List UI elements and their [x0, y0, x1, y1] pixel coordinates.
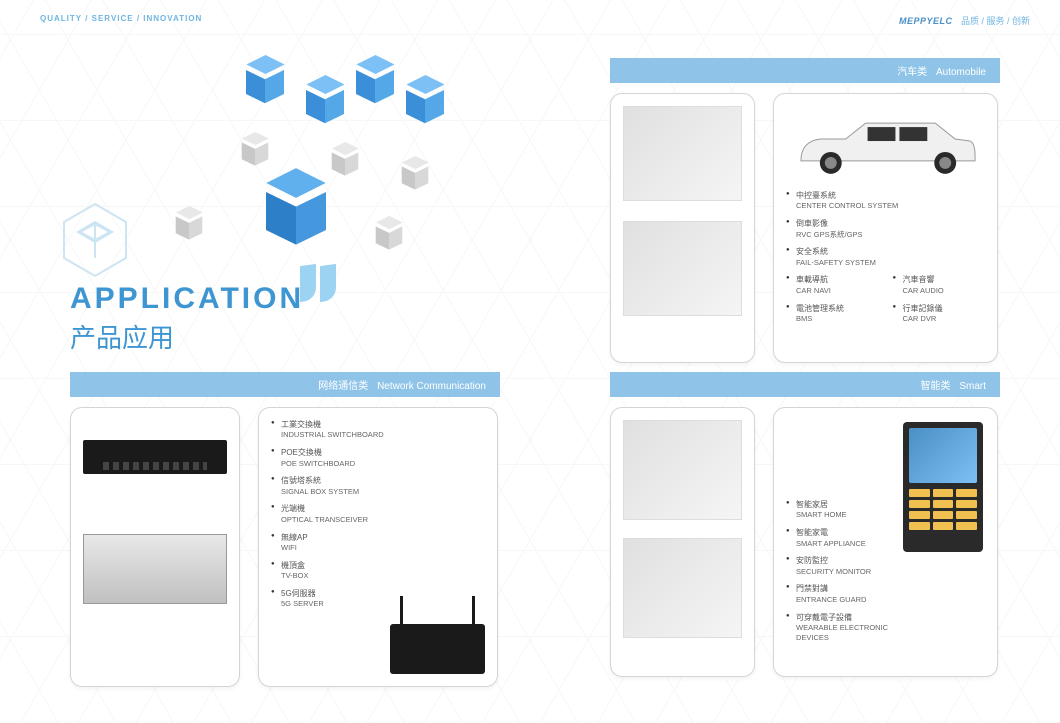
- list-item: 門禁對講ENTRANCE GUARD: [786, 584, 906, 604]
- network-list: 工業交換機INDUSTRIAL SWITCHBOARD POE交換機POE SWI…: [271, 420, 485, 609]
- brand-logo: MEPPYELC: [899, 16, 953, 26]
- smart-list: 智能家居SMART HOME 智能家電SMART APPLIANCE 安防監控SEC…: [786, 500, 906, 642]
- list-item: 工業交換機INDUSTRIAL SWITCHBOARD: [271, 420, 485, 440]
- network-list-card: 工業交換機INDUSTRIAL SWITCHBOARD POE交換機POE SWI…: [258, 407, 498, 687]
- server-image: [83, 534, 227, 604]
- car-seats-image: [623, 221, 742, 316]
- list-item: 5G伺服器5G SERVER: [271, 589, 485, 609]
- smart-images-card: [610, 407, 755, 677]
- quote-decoration: [300, 265, 336, 301]
- auto-list-b: 車載導航CAR NAVI 電池管理系統BMS: [786, 275, 879, 331]
- list-item: 智能家電SMART APPLIANCE: [786, 528, 906, 548]
- section-smart: 智能类 Smart 智能家居SMART HOME 智能家電SMART APPLIA…: [610, 372, 1000, 677]
- list-item: 無線APWIFI: [271, 533, 485, 553]
- section-network: 网络通信类 Network Communication 工業交換機INDUSTR…: [70, 372, 500, 687]
- title-cn: 产品应用: [70, 318, 304, 355]
- smart-list-card: 智能家居SMART HOME 智能家電SMART APPLIANCE 安防監控SEC…: [773, 407, 998, 677]
- header-tagline-right: MEPPYELC 品质 / 服务 / 创新: [899, 14, 1030, 27]
- header-tagline-right-text: 品质 / 服务 / 创新: [961, 16, 1030, 26]
- list-item: POE交換機POE SWITCHBOARD: [271, 448, 485, 468]
- section-header-smart: 智能类 Smart: [610, 372, 1000, 397]
- auto-list-a: 中控臺系統CENTER CONTROL SYSTEM 倒車影像RVC GPS系統/…: [786, 191, 985, 267]
- section-header-network: 网络通信类 Network Communication: [70, 372, 500, 397]
- router-image: [390, 624, 485, 674]
- auto-list-c: 汽車音響CAR AUDIO 行車記錄儀CAR DVR: [893, 275, 986, 331]
- list-item: 安防監控SECURITY MONITOR: [786, 556, 906, 576]
- list-item: 電池管理系統BMS: [786, 304, 879, 324]
- title-en: APPLICATION: [70, 282, 304, 316]
- header-tagline-left: QUALITY / SERVICE / INNOVATION: [40, 14, 202, 23]
- list-item: 機頂盒TV-BOX: [271, 561, 485, 581]
- list-item: 可穿戴電子設備WEARABLE ELECTRONIC DEVICES: [786, 613, 906, 643]
- access-control-image: [903, 422, 983, 552]
- auto-list-card: 中控臺系統CENTER CONTROL SYSTEM 倒車影像RVC GPS系統/…: [773, 93, 998, 363]
- switchboard-image: [83, 440, 227, 474]
- auto-images-card: [610, 93, 755, 363]
- list-item: 車載導航CAR NAVI: [786, 275, 879, 295]
- list-item: 光端機OPTICAL TRANSCEIVER: [271, 504, 485, 524]
- list-item: 安全系統FAIL-SAFETY SYSTEM: [786, 247, 985, 267]
- network-images-card: [70, 407, 240, 687]
- kitchen-image: [623, 538, 742, 638]
- hex-outline-icon: [60, 200, 130, 280]
- list-item: 中控臺系統CENTER CONTROL SYSTEM: [786, 191, 985, 211]
- list-item: 信號塔系統SIGNAL BOX SYSTEM: [271, 476, 485, 496]
- page-title: APPLICATION 产品应用: [70, 282, 304, 355]
- suv-image: [786, 106, 985, 186]
- section-automobile: 汽车类 Automobile 中控臺系統CENTER CONTROL SYSTE…: [610, 58, 1000, 363]
- list-item: 智能家居SMART HOME: [786, 500, 906, 520]
- list-item: 行車記錄儀CAR DVR: [893, 304, 986, 324]
- list-item: 倒車影像RVC GPS系統/GPS: [786, 219, 985, 239]
- smart-home-image: [623, 420, 742, 520]
- list-item: 汽車音響CAR AUDIO: [893, 275, 986, 295]
- car-interior-image: [623, 106, 742, 201]
- section-header-automobile: 汽车类 Automobile: [610, 58, 1000, 83]
